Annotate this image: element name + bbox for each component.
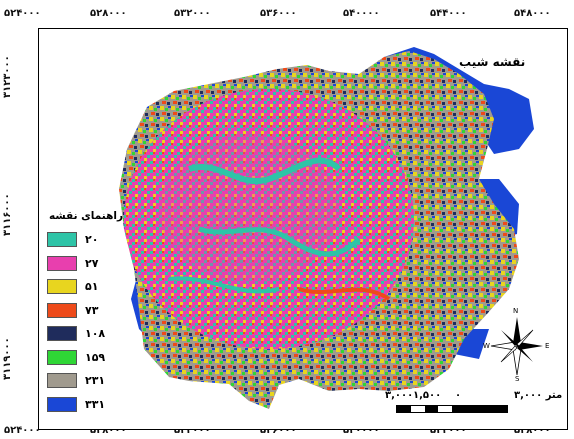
x-tick-top: ۵۳۶۰۰۰	[260, 8, 297, 19]
scale-bar-segment	[410, 406, 425, 412]
scale-label: ۳,۰۰۰ متر	[514, 390, 563, 401]
x-tick-top: ۵۲۴۰۰۰	[4, 8, 41, 19]
scale-bar	[396, 405, 508, 413]
north-label: N	[513, 307, 519, 315]
legend-item: ۲۰	[47, 228, 117, 252]
east-label: E	[545, 342, 550, 350]
legend-swatch	[47, 326, 77, 342]
map-frame: نقشه شیب N S E W	[38, 28, 568, 430]
legend-item: ۳۳۱	[47, 393, 117, 417]
legend-swatch	[47, 302, 77, 318]
legend-swatch	[47, 232, 77, 248]
legend-label: ۲۷	[85, 256, 99, 270]
x-tick-bottom: ۵۴۸۰۰۰	[514, 425, 551, 436]
scale-bar-segment	[424, 406, 439, 412]
scale-bar-segment	[397, 406, 411, 412]
legend-title: راهنمای نقشه	[48, 210, 123, 222]
legend-item: ۷۳	[47, 299, 117, 323]
x-tick-bottom: ۵۴۰۰۰۰	[343, 425, 380, 436]
slope-map-raster	[119, 47, 534, 409]
map-title: نقشه شیب	[459, 55, 526, 69]
x-tick-top: ۵۴۰۰۰۰	[343, 8, 380, 19]
x-tick-bottom: ۵۳۶۰۰۰	[260, 425, 297, 436]
legend-item: ۱۰۸	[47, 322, 117, 346]
x-tick-bottom: ۵۴۴۰۰۰	[430, 425, 467, 436]
legend-item: ۵۱	[47, 275, 117, 299]
legend-swatch	[47, 349, 77, 365]
legend-swatch	[47, 279, 77, 295]
legend-label: ۱۰۸	[85, 327, 106, 341]
legend-swatch	[47, 396, 77, 412]
legend: راهنمای نقشه ۲۰ ۲۷ ۵۱ ۷۳ ۱۰۸ ۱۵۹ ۲۳۱ ۳۳۱	[47, 210, 123, 417]
scale-bar-segment	[438, 406, 452, 412]
x-tick-bottom: ۵۲۸۰۰۰	[90, 425, 127, 436]
x-tick-bottom: ۵۲۴۰۰۰	[4, 425, 41, 436]
west-label: W	[483, 342, 490, 350]
scale-label: ۱,۵۰۰	[413, 390, 442, 401]
legend-label: ۱۵۹	[85, 350, 106, 364]
north-arrow-icon	[490, 317, 543, 376]
legend-item: ۲۳۱	[47, 369, 117, 393]
scale-label: ۳,۰۰۰	[385, 390, 414, 401]
x-tick-top: ۵۳۲۰۰۰	[174, 8, 211, 19]
x-tick-top: ۵۴۴۰۰۰	[430, 8, 467, 19]
x-tick-top: ۵۴۸۰۰۰	[514, 8, 551, 19]
legend-item: ۲۷	[47, 252, 117, 276]
scale-bar-segment	[452, 406, 507, 412]
legend-label: ۲۰	[85, 233, 99, 247]
y-tick-left: ۳۱۱۶۰۰۰	[2, 193, 13, 236]
legend-label: ۵۱	[85, 280, 99, 294]
legend-swatch	[47, 255, 77, 271]
y-tick-left: ۳۱۱۹۰۰۰	[2, 337, 13, 380]
legend-label: ۲۳۱	[85, 374, 106, 388]
legend-swatch	[47, 373, 77, 389]
legend-item: ۱۵۹	[47, 346, 117, 370]
x-tick-bottom: ۵۳۲۰۰۰	[174, 425, 211, 436]
south-label: S	[515, 375, 520, 383]
legend-label: ۳۳۱	[85, 397, 106, 411]
x-tick-top: ۵۲۸۰۰۰	[90, 8, 127, 19]
legend-label: ۷۳	[85, 303, 99, 317]
scale-label: ۰	[455, 390, 462, 401]
y-tick-left: ۳۱۲۳۰۰۰	[2, 55, 13, 98]
